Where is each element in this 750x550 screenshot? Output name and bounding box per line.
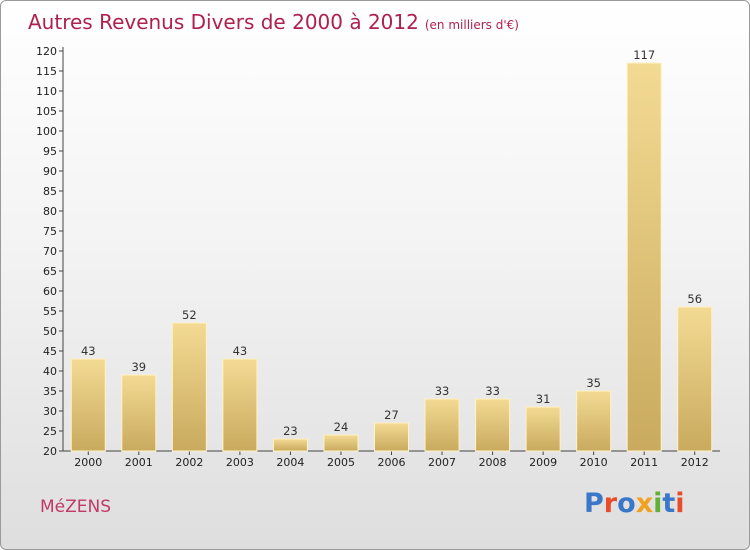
logo-letter: i (675, 488, 685, 519)
logo-letter: x (635, 488, 654, 519)
y-tick-label: 85 (43, 185, 57, 198)
bar-2007 (424, 398, 460, 452)
y-tick-label: 90 (43, 165, 57, 178)
y-tick-label: 70 (43, 245, 57, 258)
value-label-2001: 39 (131, 360, 146, 374)
x-tick-label-2000: 2000 (74, 456, 102, 469)
bar-2010 (576, 390, 612, 452)
value-label-2007: 33 (435, 384, 450, 398)
x-tick-label-2008: 2008 (479, 456, 507, 469)
value-label-2009: 31 (536, 392, 551, 406)
y-tick-label: 100 (36, 125, 57, 138)
value-label-2011: 117 (633, 48, 655, 62)
bar-2006 (374, 422, 409, 452)
chart-subtitle: (en milliers d'€) (424, 18, 519, 32)
x-tick-label-2007: 2007 (428, 456, 456, 469)
bar-2002 (171, 322, 207, 452)
bar-2004 (272, 438, 308, 452)
y-tick-label: 35 (43, 385, 57, 398)
y-tick-label: 80 (43, 205, 57, 218)
x-tick-label-2010: 2010 (580, 456, 608, 469)
bar-2003 (222, 358, 258, 452)
x-tick-label-2002: 2002 (175, 456, 203, 469)
value-label-2010: 35 (586, 376, 601, 390)
bar-2005 (323, 434, 359, 452)
logo-letter: o (617, 488, 636, 519)
chart-title-text: Autres Revenus Divers de 2000 à 2012 (28, 10, 419, 34)
y-tick-label: 75 (43, 225, 57, 238)
value-label-2012: 56 (687, 292, 702, 306)
x-tick-label-2012: 2012 (681, 456, 709, 469)
chart-title: Autres Revenus Divers de 2000 à 2012 (en … (28, 10, 519, 34)
bar-2000 (70, 358, 106, 452)
y-tick-label: 95 (43, 145, 57, 158)
proxiti-logo: Proxiti (584, 488, 685, 519)
commune-name: MéZENS (40, 497, 112, 517)
x-tick-label-2004: 2004 (276, 456, 304, 469)
value-label-2000: 43 (81, 344, 96, 358)
value-label-2002: 52 (182, 308, 197, 322)
bar-2008 (475, 398, 511, 452)
x-tick-label-2005: 2005 (327, 456, 355, 469)
y-tick-label: 110 (36, 85, 57, 98)
value-label-2003: 43 (233, 344, 248, 358)
y-tick-label: 20 (43, 445, 57, 458)
value-label-2008: 33 (485, 384, 500, 398)
y-tick-label: 25 (43, 425, 57, 438)
logo-letter: r (603, 488, 618, 519)
y-tick-label: 30 (43, 405, 57, 418)
x-tick-label-2006: 2006 (378, 456, 406, 469)
y-tick-label: 120 (36, 45, 57, 58)
value-label-2004: 23 (283, 424, 298, 438)
x-tick-label-2001: 2001 (125, 456, 153, 469)
value-label-2006: 27 (384, 408, 399, 422)
y-tick-label: 65 (43, 265, 57, 278)
logo-letter: i (653, 488, 663, 519)
bar-2011 (626, 62, 662, 452)
logo-letter: t (662, 488, 676, 519)
y-tick-label: 105 (36, 105, 57, 118)
y-tick-label: 60 (43, 285, 57, 298)
y-tick-label: 115 (36, 65, 57, 78)
bar-2001 (121, 374, 157, 452)
x-tick-label-2009: 2009 (529, 456, 557, 469)
bar-2012 (677, 306, 713, 452)
x-tick-label-2003: 2003 (226, 456, 254, 469)
y-tick-label: 50 (43, 325, 57, 338)
y-tick-label: 40 (43, 365, 57, 378)
value-label-2005: 24 (334, 420, 349, 434)
y-tick-label: 55 (43, 305, 57, 318)
x-tick-label-2011: 2011 (630, 456, 658, 469)
bar-2009 (525, 406, 561, 452)
logo-letter: P (584, 488, 604, 519)
y-tick-label: 45 (43, 345, 57, 358)
